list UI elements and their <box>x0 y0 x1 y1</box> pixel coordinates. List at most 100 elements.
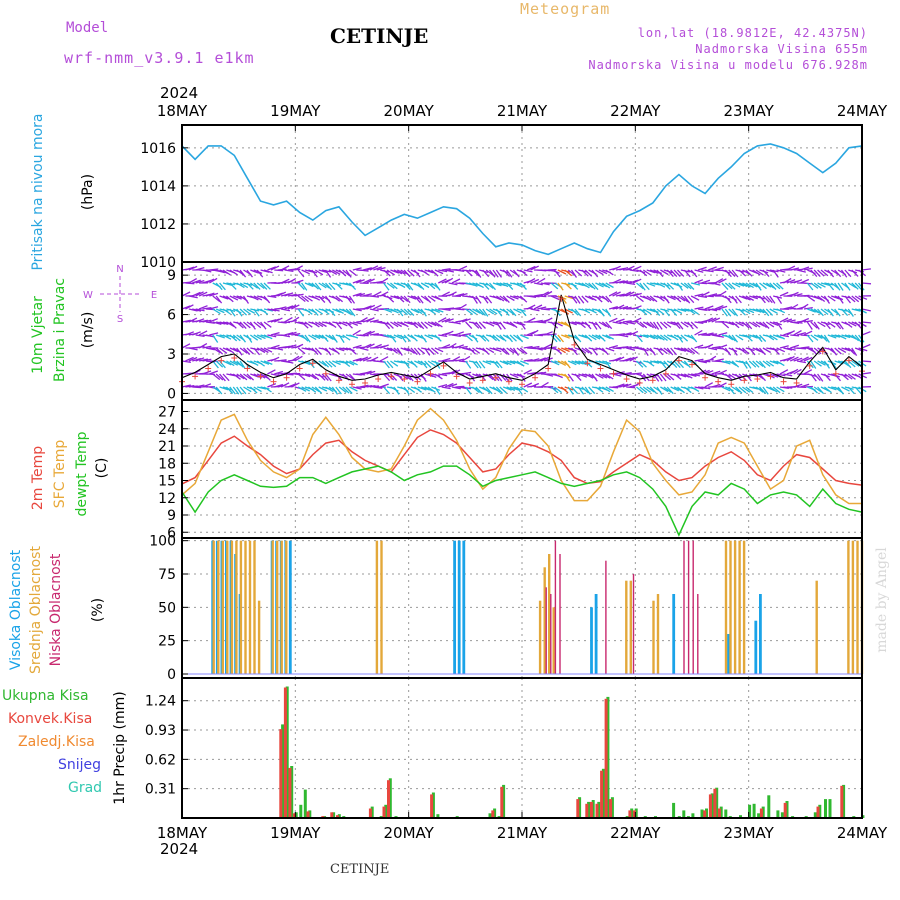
year-label-bottom: 2024 <box>160 840 199 858</box>
wind-barb <box>195 384 205 388</box>
wind-barb <box>765 334 775 341</box>
wind-barb <box>222 269 231 276</box>
wind-barb <box>239 373 248 381</box>
wind-barb <box>373 343 382 349</box>
wind-barb <box>369 265 379 271</box>
wind-barb <box>813 282 822 289</box>
wind-barb <box>680 282 689 289</box>
wind-barb <box>553 334 562 342</box>
wind-barb <box>626 347 636 351</box>
wind-barb <box>759 373 766 382</box>
wind-barb <box>776 347 786 353</box>
wind-barb <box>215 360 224 368</box>
wind-barb <box>239 386 247 395</box>
wind-barb <box>663 282 671 290</box>
precip-total-bar <box>818 804 822 818</box>
wind-barb <box>608 305 618 310</box>
wind-barb <box>478 321 486 329</box>
wind-barb <box>181 319 191 323</box>
wind-barb <box>728 360 737 367</box>
wind-barb <box>550 334 558 343</box>
wind-barb <box>557 334 565 343</box>
wind-barb <box>769 334 778 341</box>
wind-barb <box>417 295 424 304</box>
wind-barb <box>701 291 710 297</box>
wind-barb <box>434 386 441 395</box>
cloud-mid-bar <box>538 600 542 674</box>
precip-total-bar <box>739 815 742 818</box>
wind-barb <box>588 308 597 314</box>
wind-barb <box>721 386 731 392</box>
wind-barb <box>403 360 410 369</box>
cloud-unit-label: (%) <box>90 598 106 622</box>
precip-total-bar <box>715 787 719 818</box>
wind-barb <box>810 386 818 394</box>
wind-barb <box>318 282 327 289</box>
wind-barb <box>752 269 761 276</box>
wind-barb <box>396 269 406 275</box>
wind-barb <box>598 360 608 365</box>
wind-barb <box>642 282 650 291</box>
y-tick-label: 0 <box>167 386 176 402</box>
wind-barb <box>605 282 614 289</box>
wind-barb <box>779 369 789 375</box>
wind-barb <box>666 269 674 278</box>
wind-barb <box>656 321 663 330</box>
wind-barb <box>738 308 746 316</box>
wind-barb <box>260 308 269 315</box>
wind-barb <box>776 295 783 304</box>
wind-barb <box>540 381 549 388</box>
wind-barb <box>790 344 800 349</box>
wind-barb <box>841 308 849 317</box>
wind-barb <box>417 321 425 330</box>
wind-barb <box>236 373 245 380</box>
wind-barb <box>270 308 280 312</box>
wind-barb <box>263 295 271 304</box>
wind-barb <box>837 386 845 395</box>
wind-barb <box>824 386 832 394</box>
wind-barb <box>820 386 830 392</box>
wind-barb <box>345 321 353 329</box>
wind-barb <box>519 347 528 355</box>
wind-barb <box>249 282 259 289</box>
wind-barb <box>331 386 339 395</box>
wind-barb <box>243 386 252 393</box>
wind-barb <box>249 321 256 330</box>
wind-barb <box>530 278 540 284</box>
wind-barb <box>516 334 524 343</box>
x-tick-label-top: 18MAY <box>157 102 208 120</box>
wind-barb <box>680 308 690 312</box>
precip-total-bar <box>700 809 704 818</box>
wind-barb <box>390 321 399 328</box>
wind-barb <box>499 360 509 366</box>
wind-barb <box>758 360 766 369</box>
wind-barb <box>687 321 694 330</box>
x-tick-label-bottom: 23MAY <box>724 824 775 842</box>
wind-barb <box>639 321 648 329</box>
wind-barb <box>236 360 244 368</box>
cloud-mid-bar <box>548 554 551 674</box>
wind-barb <box>598 269 608 275</box>
wind-barb <box>769 386 778 393</box>
wind-barb <box>714 304 724 310</box>
wind-barb <box>277 359 287 362</box>
wind-barb <box>649 386 657 394</box>
wind-barb <box>827 282 835 291</box>
wind-barb <box>790 334 800 337</box>
wind-barb <box>352 308 362 312</box>
wind-barb <box>601 295 610 303</box>
wind-barb <box>246 282 254 290</box>
wind-barb <box>584 269 593 277</box>
wind-barb <box>239 334 247 343</box>
wind-barb <box>455 358 465 362</box>
wind-barb <box>253 321 262 329</box>
precip-total-bar <box>303 789 307 818</box>
wind-barb <box>636 282 644 290</box>
wind-barb <box>185 304 194 310</box>
wind-barb <box>813 321 820 330</box>
wind-barb <box>813 373 821 382</box>
wind-barb <box>379 277 389 284</box>
cloud-mid-bar <box>226 540 229 674</box>
wind-barb <box>762 269 770 278</box>
